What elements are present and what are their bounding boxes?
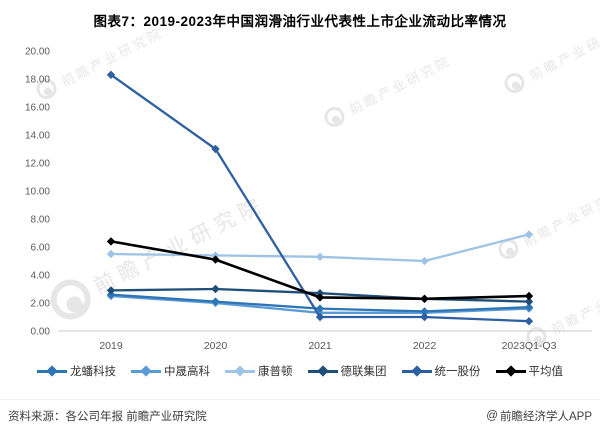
- legend-item-龙蟠科技: 龙蟠科技: [37, 363, 116, 379]
- legend-marker-icon: [131, 365, 161, 377]
- legend-label: 中晟高科: [164, 366, 210, 378]
- data-point-marker: [211, 297, 220, 306]
- data-point-marker: [211, 284, 220, 294]
- data-point-marker: [420, 312, 429, 322]
- data-point-marker: [106, 249, 116, 259]
- legend-marker-icon: [37, 365, 67, 377]
- legend-diamond: [410, 365, 423, 377]
- legend-item-中晟高科: 中晟高科: [131, 363, 210, 379]
- legend-diamond: [316, 365, 329, 377]
- data-point-marker: [106, 286, 116, 295]
- brand-note: @ 前瞻经济学人APP: [486, 408, 592, 424]
- x-tick-label: 2020: [204, 340, 228, 352]
- y-tick-label: 2.00: [31, 299, 51, 310]
- series-统一股份: [106, 70, 534, 326]
- chart-title: 图表7：2019-2023年中国润滑油行业代表性上市企业流动比率情况: [93, 14, 507, 29]
- data-point-marker: [524, 297, 534, 306]
- y-tick-label: 0.00: [31, 327, 51, 338]
- legend-label: 康普顿: [258, 366, 293, 378]
- x-tick-label: 2022: [413, 340, 437, 352]
- source-note: 资料来源：各公司年报 前瞻产业研究院: [8, 410, 207, 423]
- y-tick-label: 8.00: [31, 215, 51, 226]
- y-tick-label: 18.00: [25, 75, 50, 86]
- data-point-marker: [420, 307, 429, 316]
- data-point-marker: [524, 317, 534, 326]
- legend-label: 德联集团: [340, 366, 387, 378]
- legend-label: 统一股份: [434, 366, 481, 378]
- data-point-marker: [315, 293, 325, 302]
- at-icon: @: [486, 409, 498, 422]
- y-tick-label: 20.00: [25, 47, 50, 58]
- y-tick-label: 4.00: [31, 271, 51, 282]
- data-point-marker: [315, 312, 325, 322]
- legend-diamond: [140, 365, 152, 377]
- data-point-marker: [315, 304, 325, 313]
- legend-item-德联集团: 德联集团: [307, 363, 387, 379]
- data-point-marker: [524, 230, 534, 239]
- y-tick-label: 14.00: [25, 131, 50, 142]
- data-point-marker: [106, 237, 116, 246]
- x-tick-label: 2023Q1-Q3: [502, 340, 557, 352]
- data-point-marker: [420, 294, 429, 303]
- series-康普顿: [106, 230, 534, 266]
- legend-marker-icon: [307, 365, 338, 377]
- legend-marker-icon: [495, 365, 526, 377]
- legend-label: 龙蟠科技: [70, 366, 116, 378]
- data-point-marker: [211, 144, 220, 154]
- x-tick-label: 2021: [308, 340, 332, 352]
- y-tick-label: 6.00: [31, 243, 51, 254]
- brand-name: 前瞻经济学人APP: [499, 410, 592, 423]
- y-tick-label: 10.00: [25, 187, 50, 198]
- chart-footer: 资料来源：各公司年报 前瞻产业研究院 @ 前瞻经济学人APP: [0, 399, 600, 427]
- legend-marker-icon: [401, 365, 432, 377]
- x-tick-label: 2019: [99, 340, 123, 352]
- legend-item-平均值: 平均值: [495, 363, 564, 379]
- legend-label: 平均值: [528, 366, 564, 378]
- data-point-marker: [106, 70, 116, 79]
- data-point-marker: [420, 256, 429, 266]
- legend-diamond: [234, 365, 246, 377]
- series-平均值: [106, 237, 534, 303]
- legend-diamond: [46, 365, 58, 377]
- legend-marker-icon: [225, 365, 255, 377]
- legend-item-统一股份: 统一股份: [401, 363, 481, 379]
- data-point-marker: [315, 252, 325, 261]
- chart-legend: 龙蟠科技 中晟高科 康普顿 德联集团 统一股份 平均值: [0, 363, 600, 379]
- legend-item-康普顿: 康普顿: [225, 363, 293, 379]
- data-point-marker: [211, 255, 220, 264]
- data-point-marker: [524, 291, 534, 301]
- data-point-marker: [524, 303, 534, 312]
- legend-diamond: [504, 365, 517, 377]
- series-line: [109, 73, 531, 323]
- y-tick-label: 16.00: [25, 103, 50, 114]
- y-tick-label: 12.00: [25, 159, 50, 170]
